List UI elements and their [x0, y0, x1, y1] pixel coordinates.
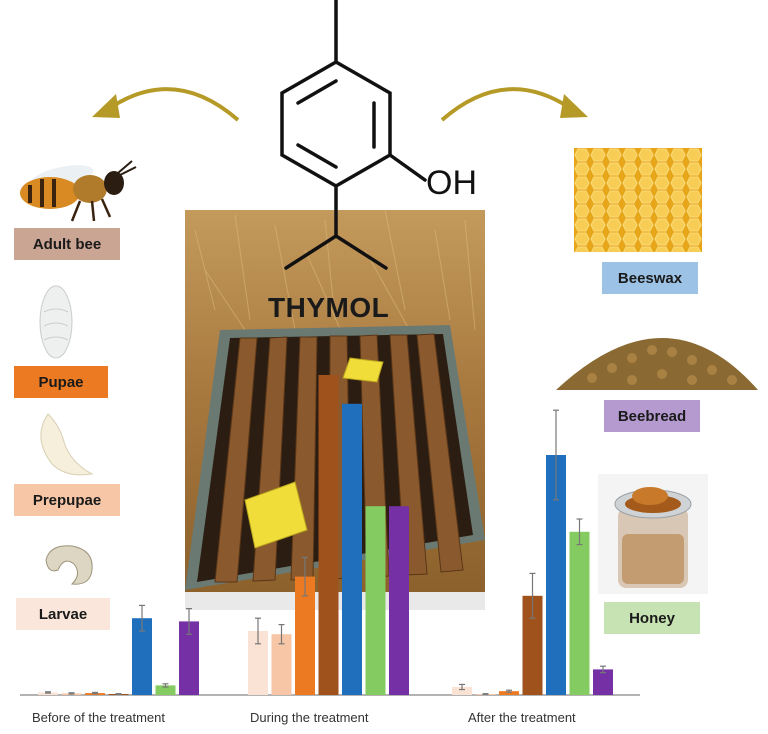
error-bar-beebread-2 [576, 518, 583, 546]
honey-label: Honey [604, 602, 700, 634]
bar-larvae-0 [38, 692, 58, 695]
left-curved-arrow [92, 87, 240, 122]
x-tick-label-during: During the treatment [250, 710, 369, 725]
error-bar-pupae-0 [92, 691, 98, 695]
beeswax-image [574, 148, 702, 252]
pupae-image [39, 285, 73, 359]
bar-honey-0 [179, 621, 199, 695]
x-tick-label-after: After the treatment [468, 710, 576, 725]
error-bar-larvae-2 [459, 683, 465, 691]
bar-adult-bee-1 [318, 375, 339, 695]
bar-pupae-2 [499, 691, 519, 695]
beeswax-label: Beeswax [602, 262, 698, 294]
bar-beeswax-2 [546, 455, 566, 695]
error-bar-honey-2 [600, 665, 606, 674]
error-bar-beeswax-2 [553, 409, 559, 501]
bar-honey-2 [593, 669, 613, 695]
x-tick-label-before: Before of the treatment [32, 710, 165, 725]
bar-adult-bee-2 [522, 595, 543, 695]
error-bar-prepupae-0 [68, 692, 75, 695]
adult-bee-image [20, 160, 137, 222]
error-bar-beebread-0 [162, 683, 169, 688]
bar-beebread-1 [365, 506, 386, 695]
bar-honey-1 [389, 506, 409, 695]
larvae-image [45, 545, 93, 585]
bar-larvae-1 [248, 631, 268, 695]
error-bar-pupae-1 [302, 556, 308, 597]
error-bar-beeswax-0 [139, 604, 145, 632]
error-bar-prepupae-1 [278, 623, 285, 645]
pupae-label: Pupae [14, 366, 108, 398]
thymol-structure [280, 0, 427, 270]
error-bar-larvae-1 [255, 617, 261, 645]
beebread-label: Beebread [604, 400, 700, 432]
bar-beeswax-1 [342, 403, 362, 695]
error-bar-larvae-0 [45, 691, 51, 694]
right-curved-arrow [440, 87, 588, 122]
thymol-title: THYMOL [268, 292, 390, 323]
error-bar-prepupae-2 [482, 693, 489, 695]
prepupae-label: Prepupae [14, 484, 120, 516]
honey-jar-image [598, 474, 708, 594]
bar-prepupae-1 [271, 634, 292, 695]
bar-beeswax-0 [132, 618, 152, 695]
error-bar-adult-bee-0 [115, 693, 122, 695]
beebread-image [556, 338, 758, 390]
hydroxyl-label: OH [426, 164, 477, 202]
bar-beebread-0 [155, 685, 176, 695]
error-bar-adult-bee-2 [529, 572, 536, 619]
larvae-label: Larvae [16, 598, 110, 630]
prepupae-image [40, 413, 94, 476]
error-bar-pupae-2 [506, 689, 512, 693]
bar-larvae-2 [452, 687, 472, 695]
bar-pupae-1 [295, 576, 315, 695]
bar-beebread-2 [569, 531, 590, 695]
adult-bee-label: Adult bee [14, 228, 120, 260]
error-bar-honey-0 [186, 607, 192, 635]
